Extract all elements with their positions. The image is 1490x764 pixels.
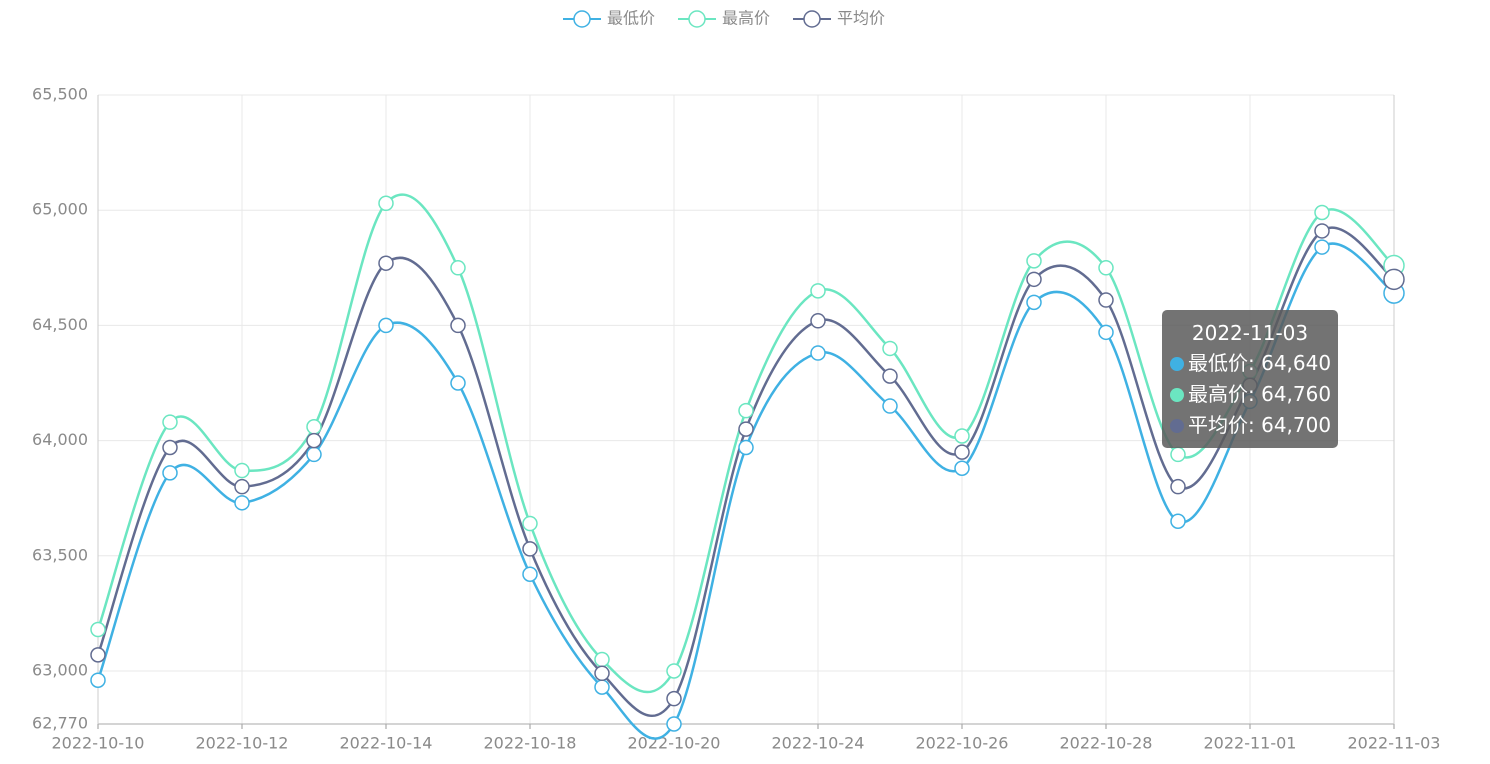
- data-point: [306, 446, 322, 463]
- data-point: [738, 439, 754, 456]
- legend-marker: [573, 10, 591, 28]
- data-point: [954, 428, 970, 444]
- legend-label: 平均价: [837, 9, 885, 28]
- data-point: [810, 345, 826, 361]
- data-point: [306, 419, 322, 435]
- x-tick-label: 2022-10-28: [1060, 734, 1153, 753]
- data-point: [594, 679, 610, 695]
- data-point: [810, 313, 826, 329]
- x-tick-label: 2022-11-01: [1204, 734, 1297, 753]
- data-point: [1098, 292, 1114, 308]
- data-point: [738, 421, 754, 437]
- y-tick-label: 63,000: [32, 661, 88, 680]
- y-tick-label: 65,000: [32, 200, 88, 219]
- series-line: [96, 226, 1395, 717]
- tooltip-row: 最低价: 64,640: [1170, 348, 1332, 379]
- data-point: [234, 462, 250, 479]
- data-point: [450, 317, 466, 334]
- tooltip-text: 平均价: 64,700: [1188, 413, 1332, 437]
- data-point: [522, 541, 538, 557]
- tooltip: 2022-11-03 最低价: 64,640 最高价: 64,760 平均价: 64…: [1162, 310, 1338, 448]
- x-tick-label: 2022-10-18: [484, 734, 577, 753]
- data-point: [882, 398, 898, 414]
- data-point: [954, 460, 970, 477]
- data-point: [1026, 253, 1042, 269]
- data-point: [162, 439, 178, 456]
- x-tick-label: 2022-10-20: [628, 734, 721, 753]
- data-point: [1383, 268, 1405, 291]
- data-point: [522, 515, 538, 532]
- legend-marker: [803, 10, 821, 28]
- legend-label: 最低价: [607, 9, 655, 28]
- y-tick-label: 62,770: [32, 714, 88, 733]
- tooltip-row: 平均价: 64,700: [1170, 410, 1332, 441]
- data-point: [666, 690, 682, 707]
- data-point: [162, 414, 178, 430]
- data-point: [738, 402, 754, 419]
- x-tick-label: 2022-11-03: [1348, 734, 1441, 753]
- data-point: [378, 317, 394, 334]
- tooltip-dot: [1170, 388, 1184, 402]
- data-point: [378, 195, 394, 212]
- data-point: [378, 255, 394, 271]
- legend-label: 最高价: [722, 9, 770, 28]
- data-point: [162, 465, 178, 481]
- data-point: [1170, 446, 1186, 463]
- y-tick-label: 64,500: [32, 315, 88, 334]
- data-point: [810, 283, 826, 299]
- x-tick-label: 2022-10-26: [916, 734, 1009, 753]
- data-point: [1026, 294, 1042, 311]
- x-tick-label: 2022-10-14: [340, 734, 433, 753]
- x-tick-label: 2022-10-12: [196, 734, 289, 753]
- data-point: [234, 495, 250, 511]
- data-point: [594, 665, 610, 682]
- tooltip-text: 最高价: 64,760: [1188, 382, 1332, 406]
- y-tick-label: 63,500: [32, 545, 88, 564]
- data-point: [666, 716, 682, 732]
- data-point: [1098, 260, 1114, 276]
- data-point: [666, 663, 682, 679]
- x-tick-label: 2022-10-24: [772, 734, 865, 753]
- tooltip-dot: [1170, 419, 1184, 433]
- data-point: [90, 672, 106, 688]
- tooltip-title: 2022-11-03: [1191, 321, 1309, 345]
- data-point: [234, 478, 250, 495]
- data-point: [1170, 513, 1186, 529]
- data-point: [882, 340, 898, 357]
- data-point: [954, 444, 970, 460]
- tooltip-row: 最高价: 64,760: [1170, 379, 1332, 410]
- legend-marker: [688, 10, 706, 28]
- y-tick-label: 64,000: [32, 430, 88, 449]
- tooltip-dot: [1170, 357, 1184, 371]
- x-tick-label: 2022-10-10: [52, 734, 145, 753]
- data-point: [90, 621, 106, 638]
- data-point: [1170, 478, 1186, 495]
- data-point: [306, 432, 322, 449]
- tooltip-text: 最低价: 64,640: [1188, 351, 1332, 375]
- y-tick-label: 65,500: [32, 85, 88, 104]
- data-point: [1314, 223, 1330, 239]
- data-point: [450, 260, 466, 276]
- data-point: [522, 566, 538, 582]
- data-point: [90, 647, 106, 663]
- data-point: [1026, 271, 1042, 288]
- data-point: [1098, 324, 1114, 341]
- data-point: [450, 375, 466, 391]
- data-point: [1314, 204, 1330, 221]
- data-point: [1314, 239, 1330, 255]
- data-point: [594, 651, 610, 668]
- data-point: [882, 368, 898, 384]
